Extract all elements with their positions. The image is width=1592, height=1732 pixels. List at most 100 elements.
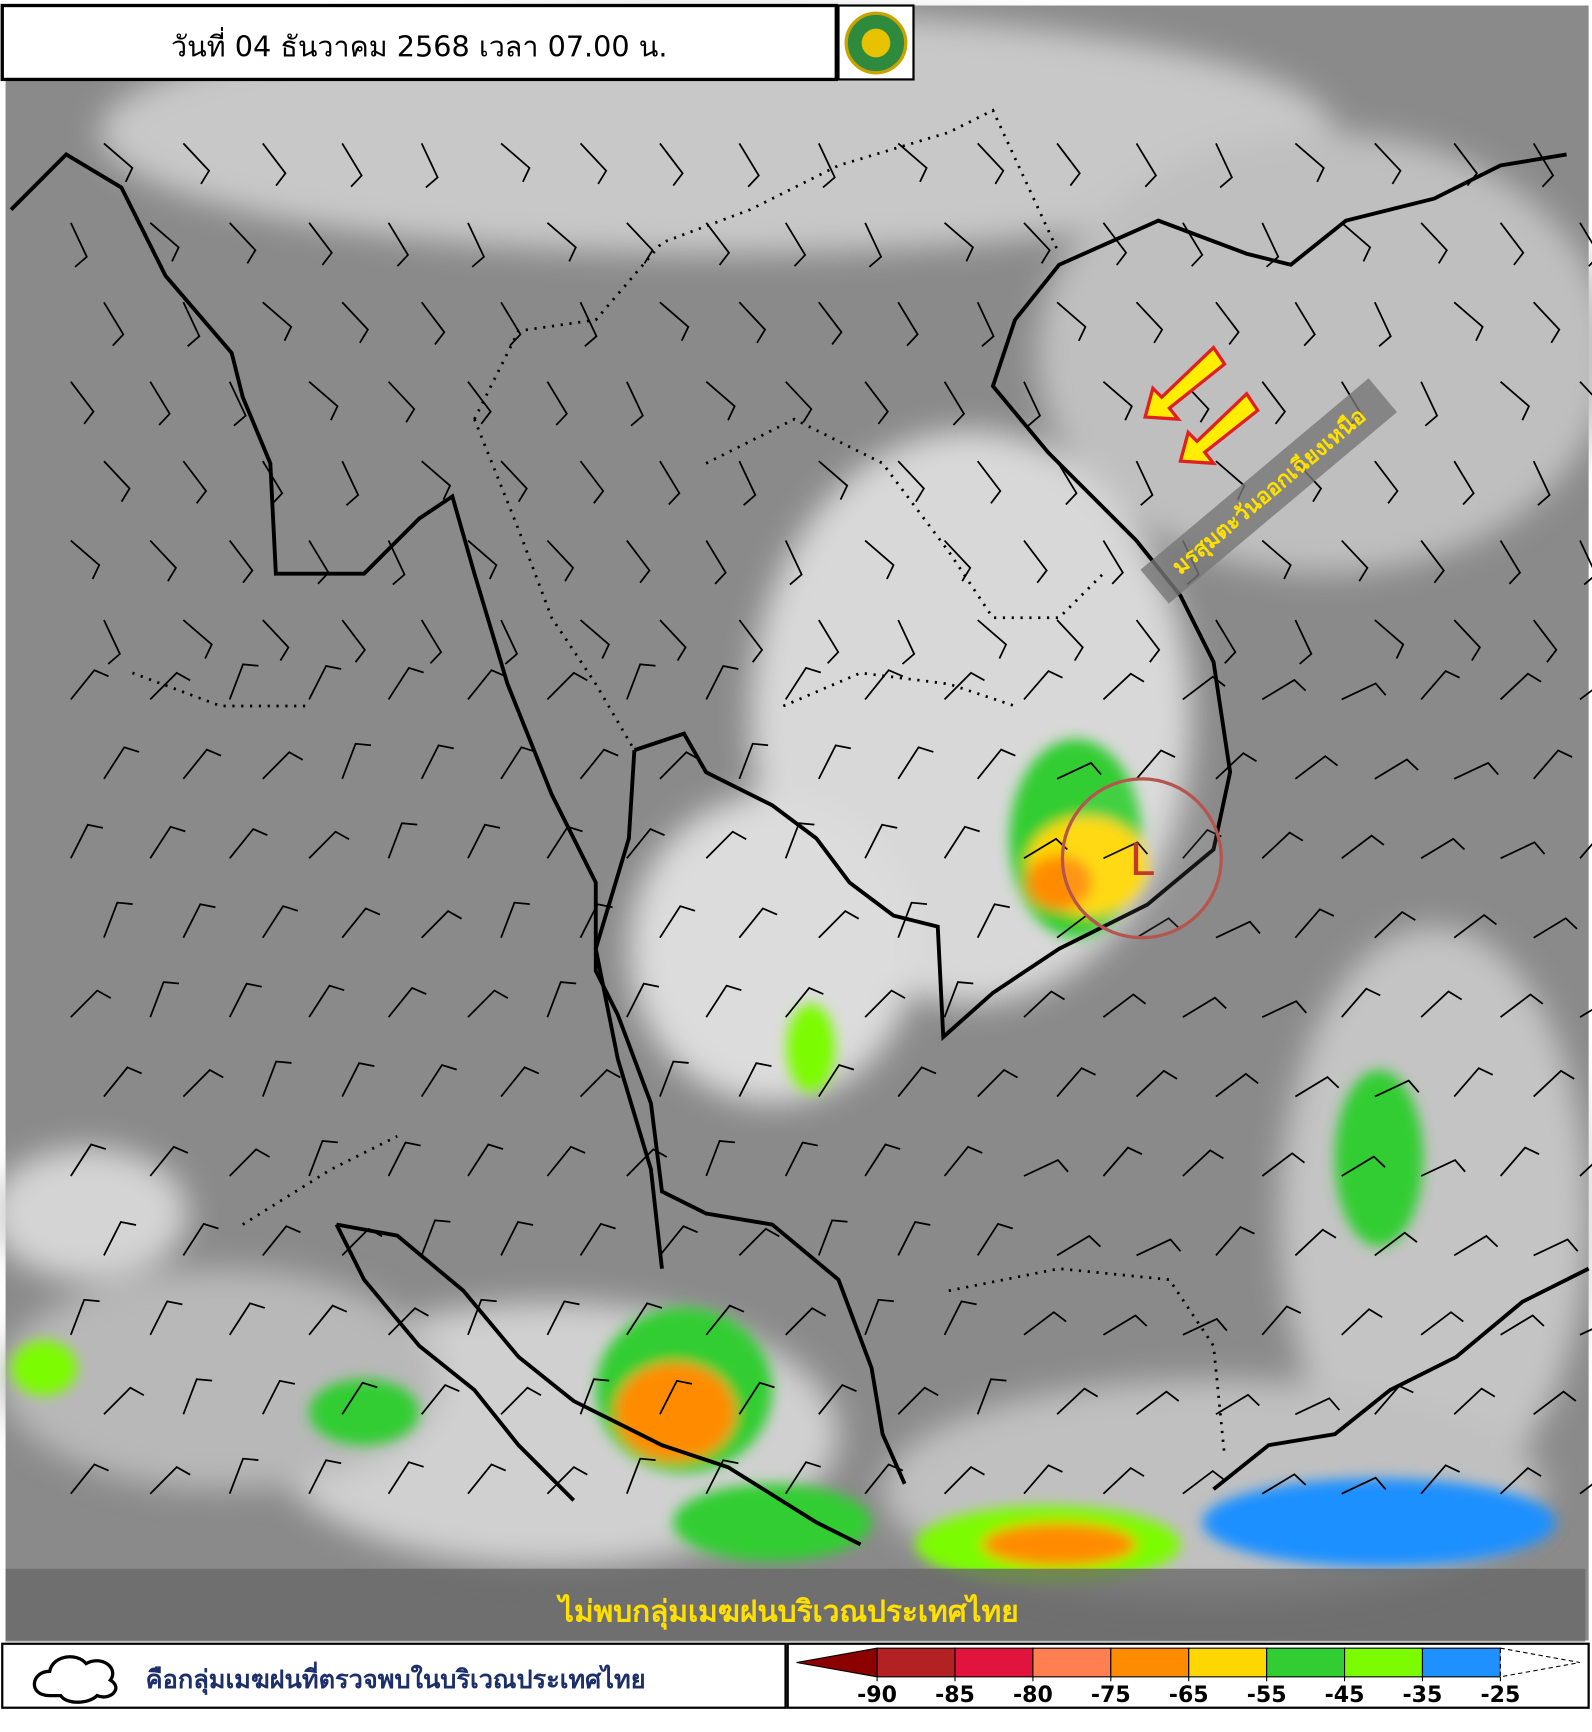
wind-barb xyxy=(738,1227,780,1257)
wind-barb xyxy=(308,381,339,421)
wind-barb xyxy=(659,905,696,939)
wind-barb xyxy=(70,669,109,700)
wind-barb xyxy=(1056,142,1081,187)
wind-barb xyxy=(1102,993,1147,1018)
wind-barb xyxy=(1102,672,1145,701)
wind-barb xyxy=(308,664,342,700)
colorbar-segment xyxy=(1032,1647,1112,1678)
wind-barb xyxy=(864,989,906,1018)
wind-barb xyxy=(546,381,568,426)
wind-barb xyxy=(1579,1328,1592,1336)
low-pressure-circle xyxy=(1060,777,1223,940)
wind-barb xyxy=(785,986,824,1018)
wind-barb xyxy=(421,910,462,939)
wind-barb xyxy=(1420,1464,1460,1495)
wind-barb xyxy=(1533,1069,1575,1098)
wind-barb xyxy=(579,301,598,347)
wind-barb xyxy=(1500,993,1544,1018)
wind-barb xyxy=(659,301,690,342)
colorbar-segment xyxy=(876,1647,956,1678)
wind-barb xyxy=(420,1064,457,1098)
wind-barb xyxy=(70,381,95,425)
wind-barb xyxy=(149,381,171,426)
wind-barb xyxy=(977,619,1008,659)
wind-barb xyxy=(738,1062,772,1097)
wind-barb xyxy=(1420,1311,1464,1336)
wind-barb xyxy=(1374,758,1419,780)
wind-barb xyxy=(1135,1390,1180,1415)
wind-barb xyxy=(341,142,363,188)
wind-barb xyxy=(1499,1466,1542,1495)
wind-barb xyxy=(738,301,767,344)
wind-barb xyxy=(387,822,418,859)
wind-barb xyxy=(705,381,736,421)
wind-barb xyxy=(897,1066,937,1098)
wind-barb xyxy=(579,1068,621,1098)
wind-barb xyxy=(1374,301,1392,347)
wind-barb xyxy=(784,1461,822,1495)
wind-barb xyxy=(1533,1238,1579,1257)
wind-barb xyxy=(897,901,928,939)
wind-barb xyxy=(864,823,898,859)
wind-barb xyxy=(579,1222,616,1256)
wind-barb xyxy=(1135,749,1176,780)
annotation-band xyxy=(1140,378,1397,604)
wind-barb xyxy=(149,1466,191,1495)
wind-barb xyxy=(103,1066,142,1098)
wind-barb xyxy=(1453,1387,1496,1415)
wind-barb xyxy=(1420,837,1466,860)
wind-barb xyxy=(262,1225,301,1256)
wind-barb xyxy=(1261,539,1292,580)
wind-barb xyxy=(308,222,333,266)
wind-barb xyxy=(1182,222,1204,267)
wind-barb xyxy=(1056,301,1087,342)
wind-barb xyxy=(149,671,191,701)
wind-barb xyxy=(341,907,381,939)
wind-barb xyxy=(1532,619,1558,663)
wind-barb xyxy=(738,142,760,188)
wind-barb xyxy=(467,1143,504,1177)
wind-barb xyxy=(103,746,140,780)
wind-barb xyxy=(1136,917,1181,939)
wind-barb xyxy=(1215,920,1261,939)
wind-barb xyxy=(420,1383,460,1415)
wind-barb xyxy=(626,827,665,859)
wind-barb xyxy=(1341,1155,1386,1177)
wind-barb xyxy=(1261,831,1304,859)
wind-barb xyxy=(976,903,1010,939)
wind-barb xyxy=(785,1307,827,1336)
colorbar-tick-label: -45 xyxy=(1325,1683,1365,1708)
wind-barb xyxy=(228,663,259,700)
wind-barb xyxy=(705,222,731,266)
wind-barb xyxy=(864,222,883,268)
wind-barb xyxy=(1374,619,1405,659)
wind-barb xyxy=(1023,990,1066,1018)
wind-barb xyxy=(1420,540,1445,584)
wind-barb xyxy=(546,1145,586,1177)
colorbar-tick-label: -75 xyxy=(1091,1683,1131,1708)
wind-barb xyxy=(103,901,133,939)
wind-barb xyxy=(1500,841,1546,860)
wind-barb xyxy=(228,982,262,1018)
wind-barb xyxy=(1294,619,1313,665)
banner-text: ไม่พบกลุ่มเมฆฝนบริเวณประเทศไทย xyxy=(556,1594,1019,1630)
wind-barb xyxy=(864,1298,894,1336)
wind-barb xyxy=(943,1145,983,1177)
wind-barb xyxy=(1374,1079,1420,1098)
wind-barb xyxy=(626,663,656,700)
wind-barb xyxy=(467,669,507,700)
wind-barb xyxy=(659,619,687,662)
colorbar-segment xyxy=(1110,1647,1190,1678)
wind-barb xyxy=(1374,142,1402,185)
wind-barb xyxy=(1215,619,1237,664)
wind-barb xyxy=(546,222,577,262)
wind-barb xyxy=(1533,301,1561,344)
wind-barb xyxy=(1579,1163,1592,1177)
wind-barb xyxy=(976,1222,1014,1256)
wind-barb xyxy=(864,381,889,425)
wind-barb xyxy=(897,619,916,665)
wind-barb xyxy=(705,540,727,585)
wind-barb xyxy=(182,748,222,780)
wind-barb xyxy=(1294,1228,1337,1257)
title-box xyxy=(0,3,838,82)
